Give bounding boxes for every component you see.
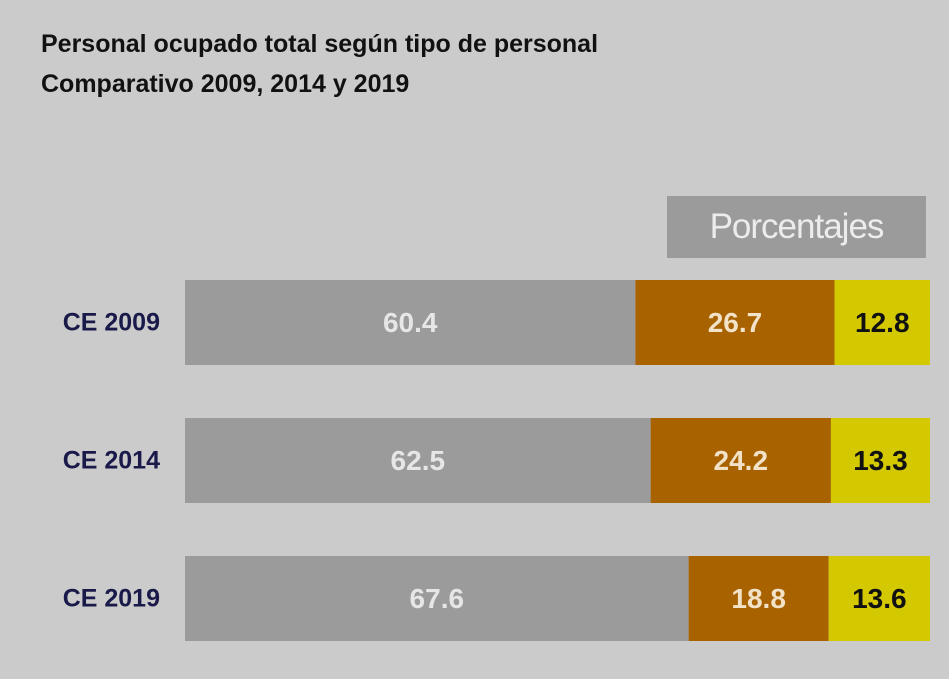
bar-segment: [185, 556, 689, 641]
bar-segment: [185, 280, 636, 365]
bar-segment: [830, 418, 930, 503]
value-label: 18.8: [731, 583, 786, 614]
value-label: 62.5: [391, 445, 446, 476]
category-label: CE 2014: [63, 447, 160, 475]
bar-segment: [828, 556, 930, 641]
value-label: 60.4: [383, 307, 438, 338]
chart-title-block: Personal ocupado total según tipo de per…: [41, 24, 598, 104]
bar-segment: [185, 418, 651, 503]
category-label: CE 2019: [63, 585, 160, 613]
value-label: 26.7: [708, 307, 763, 338]
category-label: CE 2009: [63, 309, 160, 337]
chart-title: Personal ocupado total según tipo de per…: [41, 30, 599, 58]
value-label: 12.8: [855, 307, 910, 338]
chart-subtitle: Comparativo 2009, 2014 y 2019: [41, 70, 410, 98]
value-label: 67.6: [410, 583, 465, 614]
value-label: 13.6: [852, 583, 907, 614]
bar-segment: [834, 280, 930, 365]
unit-label-box: Porcentajes: [667, 196, 926, 258]
value-label: 24.2: [714, 445, 769, 476]
bar-segment: [635, 280, 835, 365]
bar-segment: [688, 556, 829, 641]
value-label: 13.3: [853, 445, 908, 476]
bar-segment: [650, 418, 831, 503]
unit-label: Porcentajes: [709, 207, 885, 246]
